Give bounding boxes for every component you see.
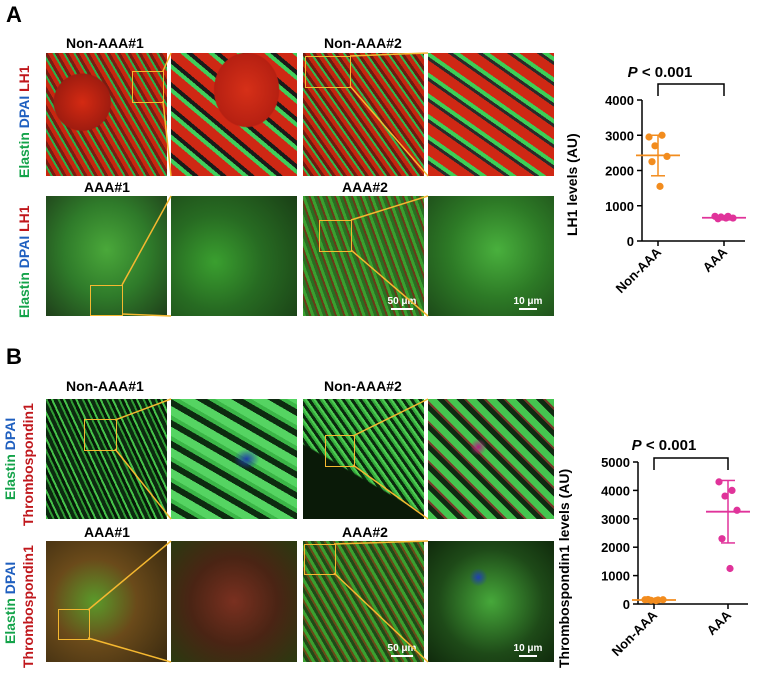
micrograph-a-nonaaa1-zoom (171, 53, 297, 176)
scale-bar-line (519, 308, 537, 310)
sample-label-a-aaa2: AAA#2 (342, 179, 388, 195)
sample-label-b-nonaaa1: Non-AAA#1 (66, 378, 144, 394)
y-axis-label: LH1 levels (AU) (564, 133, 580, 236)
chart-b: Thrombospondin1 levels (AU) 0 1000 2000 300… (556, 437, 750, 668)
panel-letter-b: B (6, 344, 22, 369)
data-point (722, 214, 730, 222)
scale-bar-overview: 50 μm (385, 296, 419, 310)
data-point (648, 158, 656, 166)
data-point (733, 506, 741, 514)
micrograph-a-nonaaa2-overview (303, 53, 424, 176)
chart-a: LH1 levels (AU) 01000200030004000Non-AAA… (564, 64, 746, 296)
zoom-box (319, 220, 352, 252)
data-point (659, 596, 667, 604)
zoom-box (90, 285, 123, 316)
scale-bar-overview: 50 μm (385, 643, 419, 657)
micrograph-b-nonaaa1-overview (46, 399, 167, 519)
zoom-box (58, 609, 90, 640)
data-point (721, 492, 729, 500)
y-tick-label: 0 (623, 597, 630, 612)
micrograph-b-nonaaa1-zoom (171, 399, 297, 519)
y-tick-label: 4000 (605, 93, 634, 108)
micrograph-b-nonaaa2-zoom (428, 399, 554, 519)
panel-letter-a: A (6, 2, 22, 27)
micrograph-a-nonaaa2-zoom (428, 53, 554, 176)
scale-bar-zoom: 10 μm (511, 643, 545, 657)
data-point (728, 486, 736, 494)
significance-label: P < 0.001 (628, 64, 693, 81)
micrograph-a-aaa2-zoom: 10 μm (428, 196, 554, 316)
micrograph-a-aaa1-overview (46, 196, 167, 316)
scale-bar-line (391, 655, 413, 657)
sample-label-a-aaa1: AAA#1 (84, 179, 130, 195)
significance-bracket (657, 83, 725, 96)
zoom-box (132, 71, 164, 103)
micrograph-a-nonaaa1-overview (46, 53, 167, 176)
data-point (663, 152, 671, 160)
x-tick-label: Non-AAA (609, 607, 661, 659)
data-point (718, 535, 726, 543)
scale-bar-line (519, 655, 537, 657)
plot-area: 0 1000 2000 3000 4000 5000 Non-AAA AAA (601, 455, 750, 659)
significance-prefix: P (628, 64, 639, 81)
y-tick-label: 3000 (605, 128, 634, 143)
data-point (715, 478, 723, 486)
micrograph-b-aaa1-zoom (171, 541, 297, 662)
significance-bracket (653, 457, 729, 470)
sample-label-a-nonaaa1: Non-AAA#1 (66, 35, 144, 51)
x-tick-label: AAA (704, 607, 735, 638)
y-axis-label: Thrombospondin1 levels (AU) (556, 469, 572, 668)
micrograph-a-aaa1-zoom (171, 196, 297, 316)
scale-bar-zoom: 10 μm (511, 296, 545, 310)
micrograph-b-aaa2-zoom: 10 μm (428, 541, 554, 662)
zoom-box (305, 56, 351, 88)
data-point (645, 133, 653, 141)
scale-bar-label: 10 μm (513, 296, 543, 307)
data-point (644, 595, 652, 604)
data-point (656, 182, 664, 190)
y-tick-label: 0 (627, 234, 634, 249)
significance-text: < 0.001 (642, 437, 697, 454)
sample-label-a-nonaaa2: Non-AAA#2 (324, 35, 402, 51)
data-point (651, 142, 659, 150)
y-tick-label: 3000 (601, 512, 630, 527)
y-tick-label: 2000 (605, 164, 634, 179)
data-point (714, 215, 722, 223)
scale-bar-label: 50 μm (387, 643, 417, 654)
scale-bar-label: 10 μm (513, 643, 543, 654)
sample-label-b-aaa1: AAA#1 (84, 524, 130, 540)
scale-bar-label: 50 μm (387, 296, 417, 307)
zoom-box (84, 419, 117, 451)
data-point (726, 564, 734, 573)
sample-label-b-nonaaa2: Non-AAA#2 (324, 378, 402, 394)
significance-label: P < 0.001 (632, 437, 697, 454)
zoom-box (325, 435, 355, 467)
sample-label-b-aaa2: AAA#2 (342, 524, 388, 540)
y-tick-label: 1000 (605, 199, 634, 214)
zoom-box (304, 544, 336, 575)
scale-bar-line (391, 308, 413, 310)
data-point (729, 214, 737, 222)
y-tick-label: 5000 (601, 455, 630, 470)
significance-text: < 0.001 (638, 64, 693, 81)
y-tick-label: 2000 (601, 540, 630, 555)
data-point (658, 131, 666, 139)
micrograph-b-nonaaa2-overview (303, 399, 424, 519)
significance-prefix: P (632, 437, 643, 454)
y-tick-label: 1000 (601, 569, 630, 584)
data-point (652, 596, 660, 605)
y-tick-label: 4000 (601, 483, 630, 498)
